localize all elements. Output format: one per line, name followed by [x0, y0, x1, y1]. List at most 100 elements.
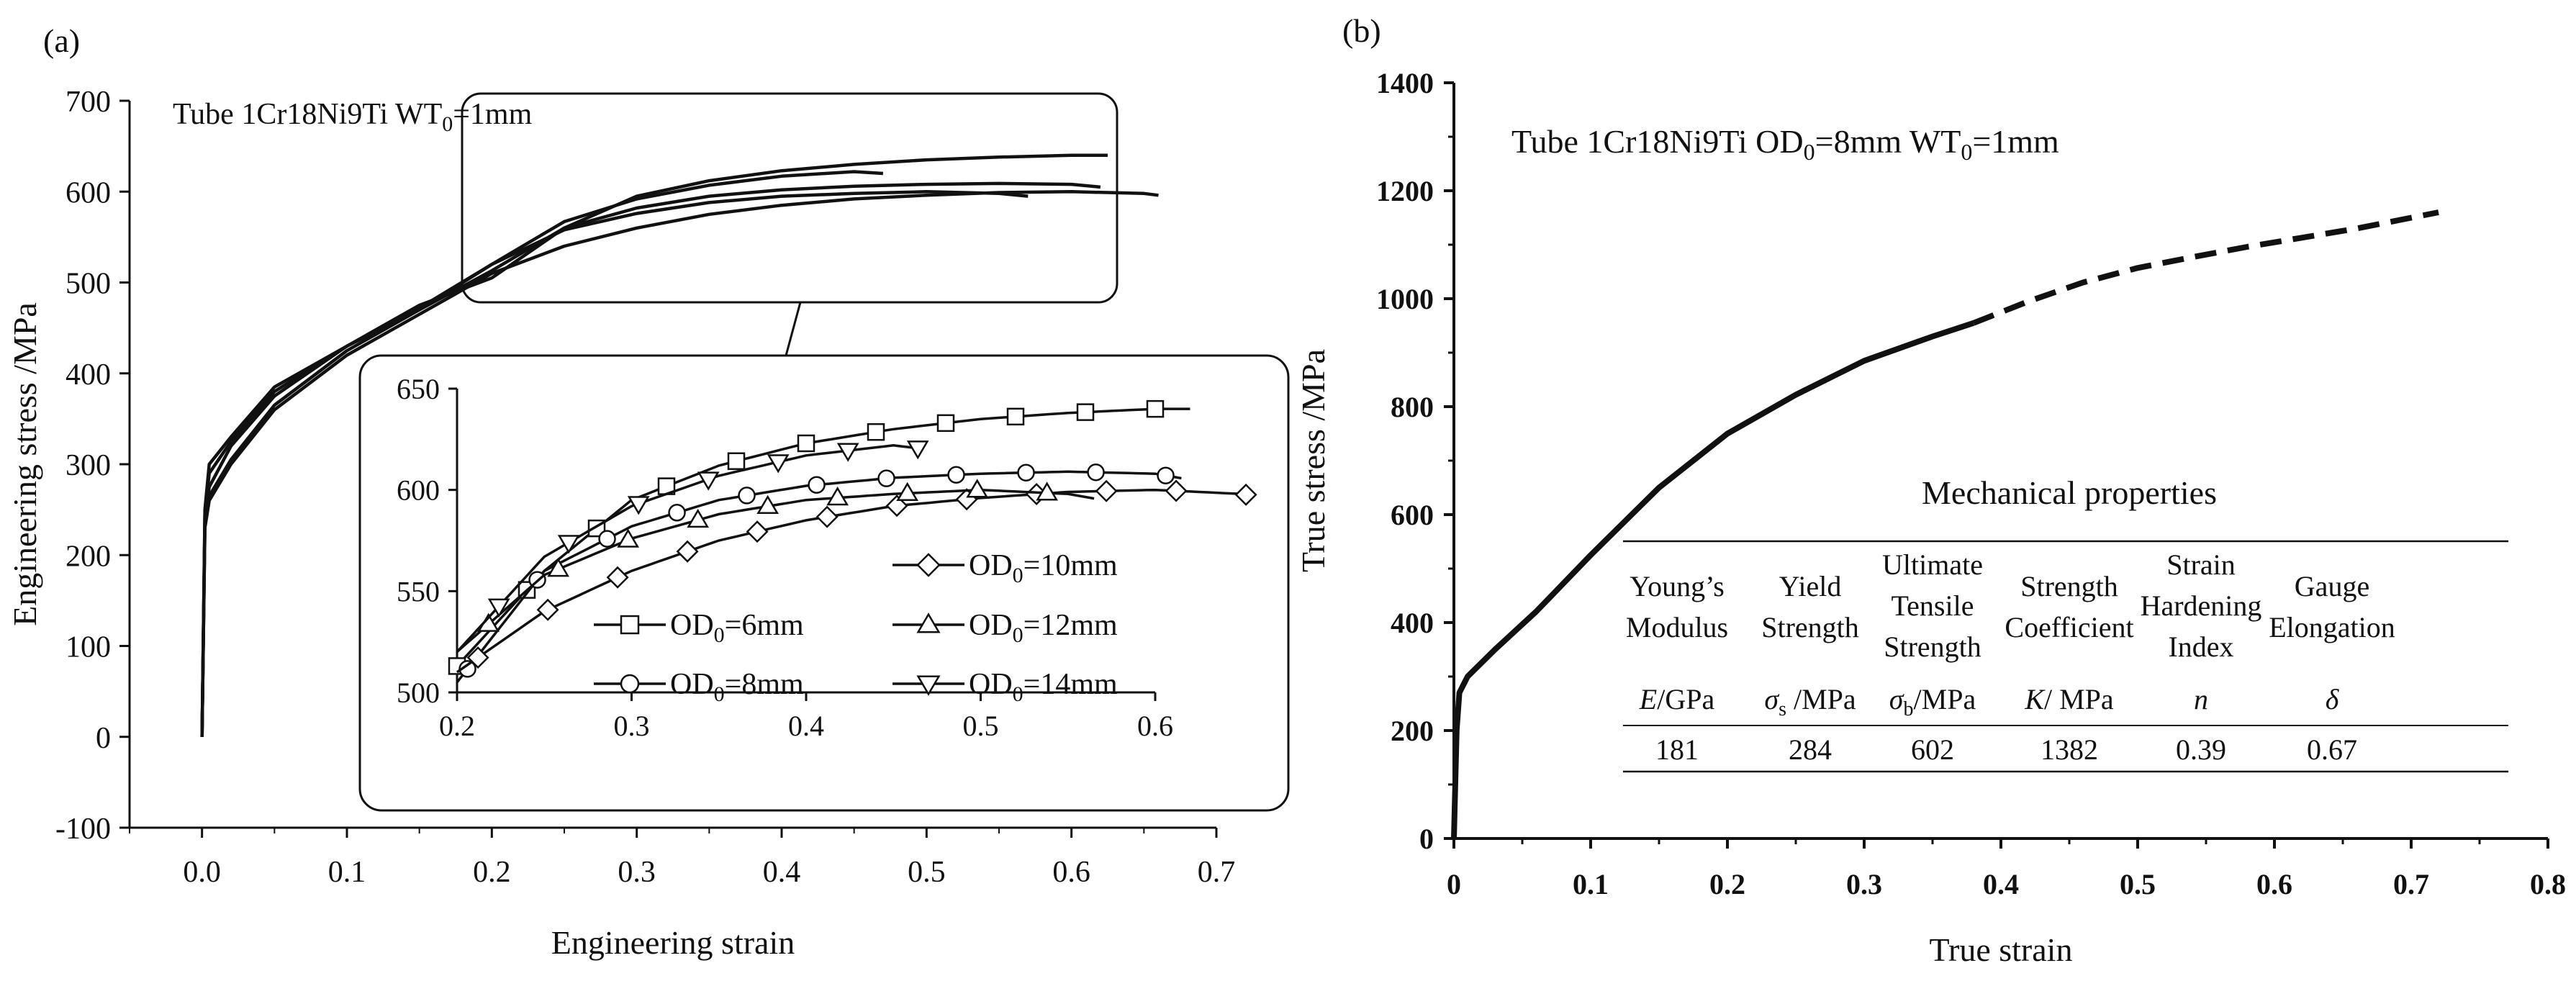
table-value: 0.39 — [2176, 733, 2226, 766]
inset-marker — [877, 469, 895, 487]
table-symbol: δ — [2326, 683, 2340, 715]
legend-marker — [620, 615, 640, 635]
x-tick-label-a: 0.3 — [618, 856, 656, 889]
table-symbol-sub: b — [1904, 698, 1914, 720]
legend-marker — [916, 612, 941, 633]
legend-label: OD0=8mm — [670, 668, 804, 706]
inset-marker — [808, 476, 826, 494]
inset-marker — [738, 487, 756, 505]
y-tick-label-a: 500 — [65, 268, 111, 301]
legend-label: OD0=6mm — [670, 609, 804, 647]
inset-marker — [836, 443, 859, 462]
table-header-text: Index — [2168, 630, 2233, 663]
table-symbol-var: K — [2024, 683, 2046, 715]
legend-marker — [620, 674, 640, 694]
x-tick-label-a: 0.4 — [763, 856, 801, 889]
inset-x-tick-label: 0.4 — [788, 710, 824, 742]
x-tick-label-b: 0.7 — [2393, 868, 2429, 900]
measured-curve-b — [1451, 320, 1975, 839]
table-symbol-var: E — [1639, 683, 1657, 715]
title-main-b: Tube 1Cr18Ni9Ti — [1511, 123, 1755, 160]
inset-marker — [1146, 399, 1165, 418]
inset-y-tick-label: 550 — [397, 575, 440, 607]
legend-od: OD — [670, 668, 714, 701]
inset-marker — [896, 482, 919, 501]
x-tick-label-a: 0.0 — [183, 856, 221, 889]
table-header-text: Strength — [1761, 611, 1859, 643]
inset-marker — [746, 520, 769, 543]
series-line-a — [200, 181, 1101, 737]
legend-label: OD0=10mm — [969, 549, 1118, 587]
y-tick-label-a: 300 — [65, 449, 111, 482]
inset-marker — [1087, 463, 1105, 482]
legend-od: OD — [670, 609, 714, 642]
inset-marker — [727, 452, 746, 470]
legend-od-val: =6mm — [725, 609, 804, 642]
x-tick-label-b: 0.5 — [2120, 868, 2156, 900]
inset-marker — [906, 440, 929, 460]
y-tick-label-b: 1000 — [1376, 283, 1434, 315]
title-main-a: Tube 1Cr18Ni9Ti — [173, 98, 395, 131]
y-axis-label-a: Engineering stress /MPa — [6, 302, 43, 626]
inset-marker — [1036, 482, 1059, 501]
y-tick-label-a: -100 — [55, 813, 111, 846]
legend-od-sub: 0 — [1013, 623, 1023, 647]
x-tick-label-b: 0.1 — [1573, 868, 1609, 900]
x-tick-label-b: 0.3 — [1846, 868, 1882, 900]
inset-marker — [1165, 479, 1188, 502]
legend-marker — [916, 675, 941, 696]
legend-marker — [916, 553, 941, 577]
inset-marker — [1017, 464, 1035, 482]
y-tick-label-b: 800 — [1391, 391, 1434, 423]
series-line-a — [200, 190, 1029, 737]
panel-label-a: (a) — [43, 22, 80, 59]
x-tick-label-b: 0.4 — [1983, 868, 2019, 900]
legend-od: OD — [969, 668, 1013, 701]
inset-marker — [487, 598, 510, 618]
x-tick-label-b: 0.6 — [2256, 868, 2292, 900]
table-symbol-unit: /GPa — [1657, 683, 1714, 715]
chart-title-b: Tube 1Cr18Ni9Ti OD0=8mm WT0=1mm — [1511, 123, 2059, 165]
legend-od: OD — [969, 609, 1013, 642]
y-tick-label-a: 400 — [65, 358, 111, 392]
x-tick-label-a: 0.6 — [1052, 856, 1090, 889]
y-tick-label-b: 400 — [1391, 607, 1434, 639]
title-part-b: OD — [1755, 123, 1803, 160]
inset-marker — [668, 504, 686, 522]
table-value: 284 — [1789, 733, 1832, 766]
title-wt-val-a: =1mm — [453, 98, 532, 131]
inset-y-tick-label: 500 — [397, 677, 440, 709]
inset-marker — [557, 535, 580, 554]
table-symbol: σs /MPa — [1764, 683, 1856, 720]
table-header-text: Ultimate — [1882, 548, 1983, 581]
zoom-connector — [785, 302, 802, 356]
table-header-text: Strain — [2166, 548, 2236, 581]
inset-marker — [547, 558, 570, 577]
table-symbol-var: σ — [1764, 683, 1779, 715]
inset-marker — [606, 566, 629, 589]
legend-od-sub: 0 — [714, 623, 725, 647]
table-symbol-var: σ — [1889, 683, 1904, 715]
title-part-b: =8mm WT — [1815, 123, 1961, 160]
table-header-text: Yield — [1779, 570, 1842, 602]
inset-marker — [617, 528, 640, 548]
table-symbol: E/GPa — [1639, 683, 1715, 715]
table-value: 0.67 — [2307, 733, 2357, 766]
table-header-text: Strength — [1884, 630, 1981, 663]
legend-od-val: =8mm — [725, 668, 804, 701]
y-tick-label-b: 1400 — [1376, 67, 1434, 99]
table-symbol-unit: / MPa — [2044, 683, 2114, 715]
y-tick-label-a: 100 — [65, 631, 111, 664]
inset-marker — [966, 479, 989, 498]
inset-marker — [598, 530, 616, 548]
table-symbol-var: δ — [2326, 683, 2340, 715]
table-header-text: Gauge — [2295, 570, 2369, 602]
inset-x-tick-label: 0.2 — [439, 710, 475, 742]
legend-od-val: =10mm — [1023, 549, 1118, 582]
legend-label: OD0=14mm — [969, 668, 1118, 706]
inset-marker — [797, 434, 815, 453]
table-symbol: K/ MPa — [2024, 683, 2114, 715]
inset-marker — [1157, 466, 1175, 484]
inset-marker — [466, 646, 489, 669]
legend-od-val: =14mm — [1023, 668, 1118, 701]
